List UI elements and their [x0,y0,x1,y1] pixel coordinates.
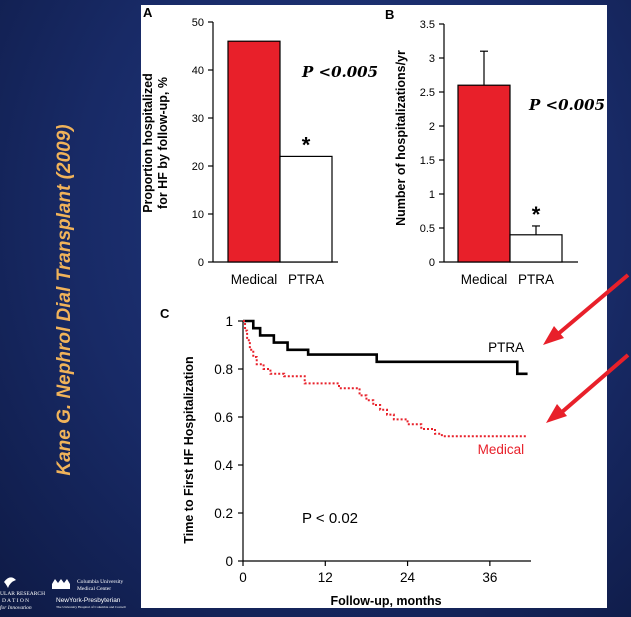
x-tick-label: 36 [482,570,497,585]
y-tick-label: 3 [429,53,435,65]
y-tick-label: 1.5 [420,155,435,167]
sponsor-logos: ULAR RESEARCH D A T I O N for Innovation… [0,577,126,611]
y-tick-label: 3.5 [420,19,435,31]
x-tick-label: 24 [400,570,416,585]
panel-c-ylabel: Time to First HF Hospitalization [182,356,196,543]
y-tick-label: 30 [192,113,204,125]
panel-a-p-value: P <0.005 [301,63,378,81]
significance-star: * [302,132,311,157]
panel-b-letter: B [385,7,394,22]
y-tick-label: 0 [198,257,204,269]
panel-b-p-value: P <0.005 [528,96,605,114]
panel-a-ylabel: Proportion hospitalized for HF by follow… [141,73,170,213]
logo-right-line3: NewYork-Presbyterian [56,597,121,604]
y-tick-label: 0.2 [214,506,233,521]
category-label: Medical [461,272,508,287]
panel-c-p-value: P < 0.02 [302,510,358,527]
x-tick-label: 12 [318,570,333,585]
y-tick-label: 0.8 [214,362,233,377]
y-tick-label: 0.4 [214,458,233,473]
logo-left-line1: ULAR RESEARCH [0,591,45,597]
y-tick-label: 0 [429,257,435,269]
km-curve-ptra [243,319,528,376]
citation-text: Kane G. Nephrol Dial Transplant (2009) [54,124,75,475]
arrow-medical-head [546,404,567,423]
bar-medical [227,40,281,263]
y-tick-label: 20 [192,161,204,173]
logo-left-line3: for Innovation [0,604,32,611]
y-tick-label: 0.6 [214,410,233,425]
panel-a-letter: A [143,5,153,20]
significance-star: * [532,202,541,227]
chart-panel-c: C Time to First HF Hospitalization 0 0.2 0… [160,306,531,608]
panel-c-letter: C [160,306,170,321]
logo-right-line1: Columbia University [77,579,124,585]
y-tick-label: 40 [192,65,204,77]
category-label: PTRA [518,272,554,287]
category-label: Medical [231,272,278,287]
annotation-arrows [543,273,630,423]
category-label: PTRA [288,272,324,287]
y-tick-label: 1 [429,189,435,201]
foundation-logo-icon [4,577,16,588]
y-tick-label: 50 [192,17,204,29]
y-tick-label: 10 [192,209,204,221]
y-tick-label: 2.5 [420,87,435,99]
y-tick-label: 0.5 [420,223,435,235]
logo-left-line2: D A T I O N [2,598,29,604]
panel-b-ylabel: Number of hospitalizations/yr [394,50,408,226]
x-tick-label: 0 [239,570,247,585]
chart-panel-a: A Proportion hospitalized for HF by foll… [141,5,378,287]
series-label-ptra: PTRA [488,340,524,355]
columbia-crown-icon [52,579,70,589]
chart-panel-b: B Number of hospitalizations/yr 0 0.5 1 1.5… [385,7,605,287]
arrow-ptra-shaft [556,273,630,336]
bar-medical [457,84,511,263]
arrow-ptra-head [543,326,564,345]
arrow-medical-shaft [560,353,630,414]
y-tick-label: 2 [429,121,435,133]
y-tick-label: 1 [225,314,233,329]
bar-ptra [279,155,333,263]
figure-background [141,5,607,608]
panel-c-xlabel: Follow-up, months [330,594,441,608]
km-curve-medical [243,320,528,438]
logo-right-line4: The University Hospital of Columbia and … [56,605,126,609]
logo-right-line2: Medical Center [77,586,111,592]
panel-a-ylabel-line1: Proportion hospitalized [141,73,155,213]
panel-a-ylabel-line2: for HF by follow-up, % [156,77,170,209]
y-tick-label: 0 [225,554,233,569]
bar-ptra [509,234,563,263]
series-label-medical: Medical [478,442,525,457]
